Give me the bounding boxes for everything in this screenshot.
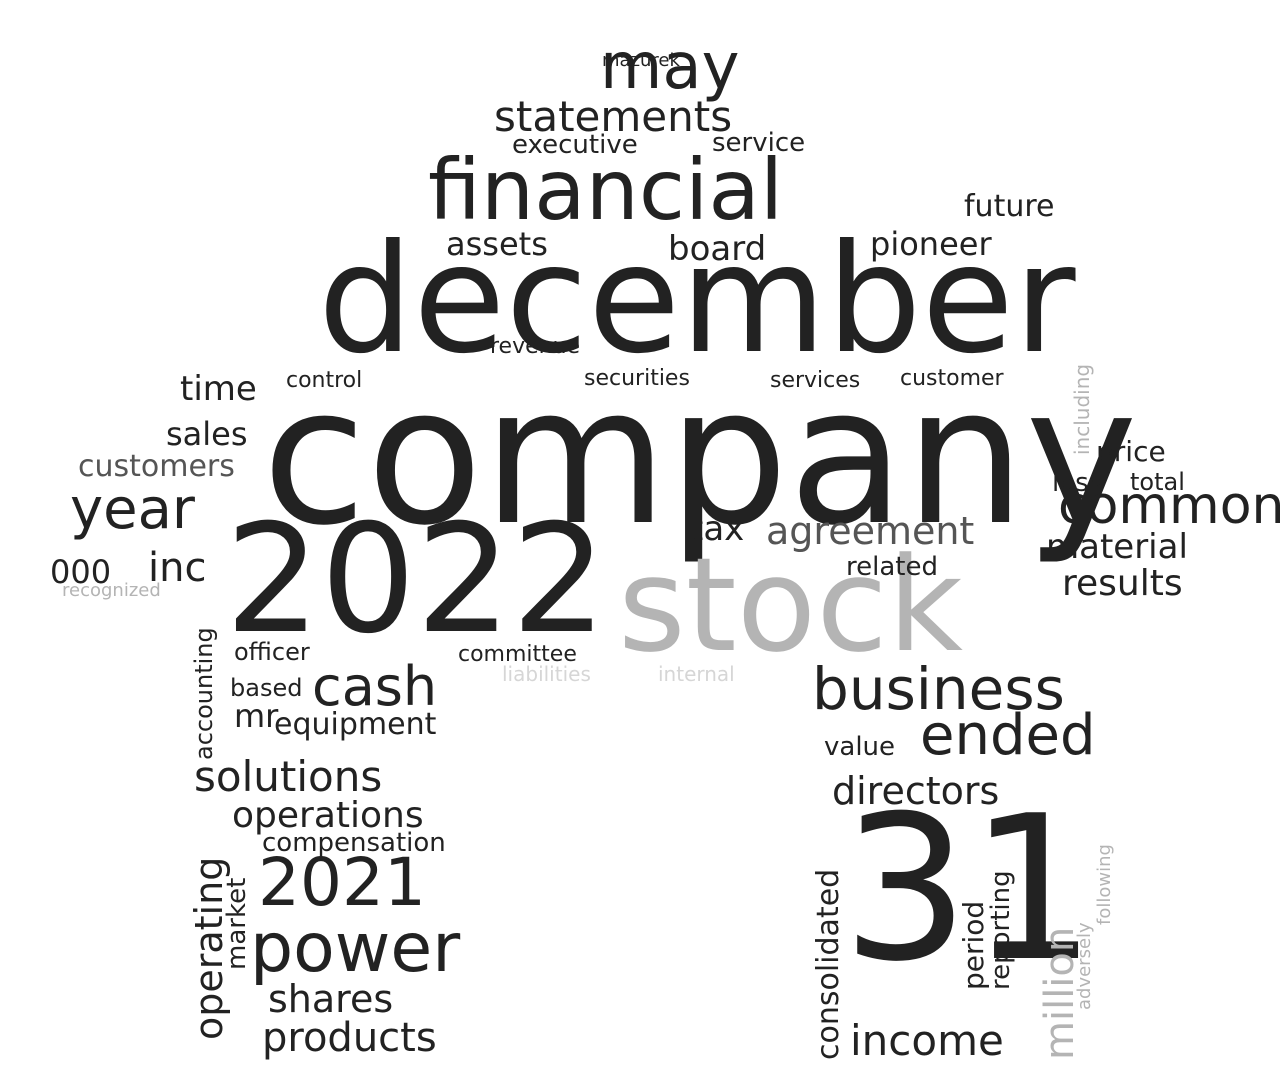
word-mazurek: mazurek <box>602 50 680 71</box>
word-sales: sales <box>166 415 248 453</box>
word-year: year <box>70 477 195 542</box>
word-equipment: equipment <box>274 707 437 742</box>
word-time: time <box>180 369 257 409</box>
word-price: price <box>1096 435 1166 468</box>
word-products: products <box>262 1015 437 1061</box>
word-related: related <box>846 552 938 582</box>
word-securities: securities <box>584 366 690 391</box>
word-agreement: agreement <box>766 509 975 553</box>
word-directors: directors <box>832 769 1000 813</box>
word-internal: internal <box>658 662 735 686</box>
word-inc: inc <box>148 545 207 591</box>
word-recognized: recognized <box>62 580 161 601</box>
word-based: based <box>230 674 303 702</box>
word-31: 31 <box>842 773 1097 1006</box>
word-company: company <box>262 346 1138 567</box>
word-committee: committee <box>458 642 577 667</box>
word-loss: loss <box>1052 468 1103 498</box>
word-financial: financial <box>428 141 784 239</box>
word-including: including <box>1070 363 1094 455</box>
word-board: board <box>668 229 767 269</box>
word-may: may <box>600 30 740 104</box>
word-compensation: compensation <box>262 828 446 858</box>
word-results: results <box>1062 563 1183 604</box>
word-income: income <box>850 1016 1004 1065</box>
word-power: power <box>250 909 461 988</box>
word-december: december <box>318 213 1076 387</box>
word-stock: stock <box>618 529 963 681</box>
word-material: material <box>1046 527 1188 567</box>
word-officer: officer <box>234 638 310 666</box>
word-period: period <box>957 900 990 990</box>
word-control: control <box>286 368 363 393</box>
word-total: total <box>1130 468 1185 496</box>
word-solutions: solutions <box>194 752 383 801</box>
word-future: future <box>964 189 1055 224</box>
word-customers: customers <box>78 449 235 484</box>
word-adversely: adversely <box>1074 922 1095 1010</box>
word-executive: executive <box>512 130 638 160</box>
word-following: following <box>1094 844 1115 925</box>
word-assets: assets <box>446 225 548 263</box>
word-cash: cash <box>312 655 438 718</box>
word-2021: 2021 <box>258 844 426 921</box>
word-2022: 2022 <box>225 493 607 667</box>
word-liabilities: liabilities <box>502 662 591 686</box>
word-000: 000 <box>50 553 112 591</box>
word-pioneer: pioneer <box>870 225 992 263</box>
word-accounting: accounting <box>190 627 218 760</box>
word-customer: customer <box>900 366 1004 391</box>
word-statements: statements <box>494 92 733 141</box>
word-value: value <box>824 732 896 762</box>
word-tax: tax <box>690 509 745 549</box>
word-shares: shares <box>268 977 394 1021</box>
word-service: service <box>712 128 806 158</box>
word-consolidated: consolidated <box>811 868 846 1060</box>
word-business: business <box>812 655 1065 723</box>
word-revenue: revenue <box>490 334 581 359</box>
word-operations: operations <box>232 795 424 836</box>
word-common: common <box>1058 476 1280 536</box>
word-services: services <box>770 368 861 393</box>
word-market: market <box>222 877 252 970</box>
word-mr: mr <box>234 697 279 735</box>
word-reporting: reporting <box>986 870 1016 990</box>
word-ended: ended <box>920 703 1096 768</box>
